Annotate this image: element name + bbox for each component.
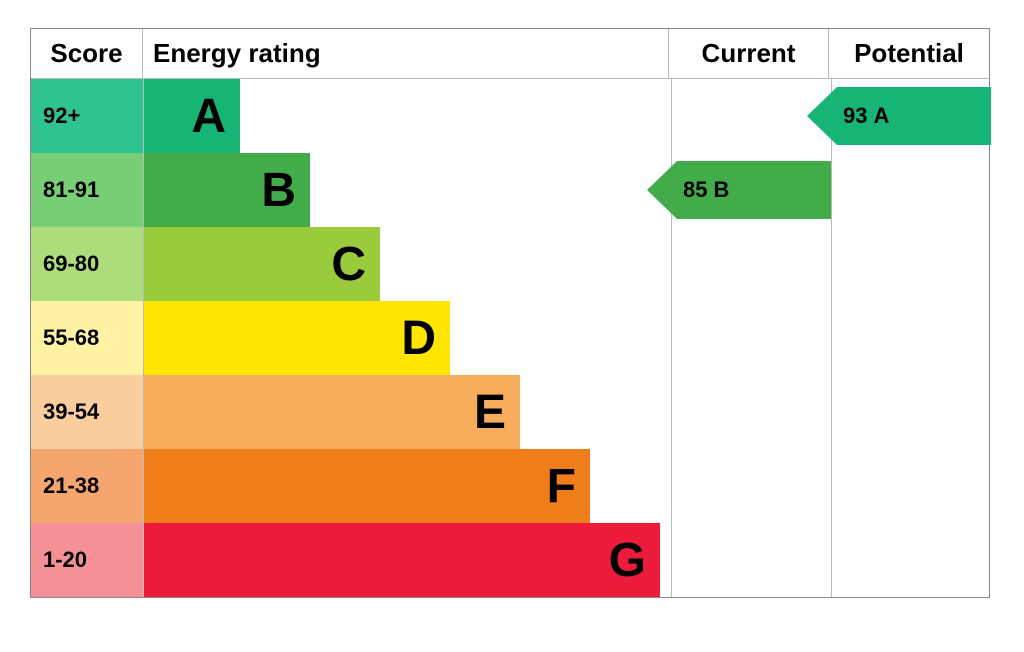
rating-letter: E: [474, 385, 506, 440]
header-current: Current: [669, 29, 829, 78]
header-row: Score Energy rating Current Potential: [31, 29, 989, 79]
rating-letter: A: [191, 89, 226, 144]
score-cell: 1-20: [31, 523, 143, 597]
rating-bar: B: [143, 153, 310, 227]
header-score: Score: [31, 29, 143, 78]
score-cell: 55-68: [31, 301, 143, 375]
rating-bar: C: [143, 227, 380, 301]
rating-bar: D: [143, 301, 450, 375]
score-cell: 21-38: [31, 449, 143, 523]
score-cell: 81-91: [31, 153, 143, 227]
marker-letter: A: [873, 103, 889, 129]
rating-letter: C: [331, 237, 366, 292]
rating-letter: D: [401, 311, 436, 366]
marker-value: 93: [843, 103, 867, 129]
score-cell: 92+: [31, 79, 143, 153]
header-rating: Energy rating: [143, 29, 669, 78]
score-cell: 39-54: [31, 375, 143, 449]
rating-bar: E: [143, 375, 520, 449]
rating-bar: A: [143, 79, 240, 153]
arrow-icon: [807, 87, 837, 145]
marker-body: 85B: [677, 161, 831, 219]
current-marker: 85B: [647, 161, 831, 219]
rating-row-d: 55-68 D: [31, 301, 989, 375]
potential-marker: 93A: [807, 87, 991, 145]
rating-letter: F: [547, 459, 576, 514]
rating-row-c: 69-80 C: [31, 227, 989, 301]
rating-letter: G: [609, 533, 646, 588]
header-potential: Potential: [829, 29, 989, 78]
energy-rating-chart: Score Energy rating Current Potential 92…: [30, 28, 990, 598]
marker-letter: B: [713, 177, 729, 203]
rating-row-e: 39-54 E: [31, 375, 989, 449]
rating-bar: G: [143, 523, 660, 597]
rating-row-f: 21-38 F: [31, 449, 989, 523]
rating-row-b: 81-91 B: [31, 153, 989, 227]
rating-letter: B: [261, 163, 296, 218]
rating-row-g: 1-20 G: [31, 523, 989, 597]
rating-rows: 92+ A 81-91 B 69-80 C 55-68 D 39-54 E 21-38 F 1-20 G: [31, 79, 989, 597]
arrow-icon: [647, 161, 677, 219]
marker-value: 85: [683, 177, 707, 203]
marker-body: 93A: [837, 87, 991, 145]
score-cell: 69-80: [31, 227, 143, 301]
rating-bar: F: [143, 449, 590, 523]
